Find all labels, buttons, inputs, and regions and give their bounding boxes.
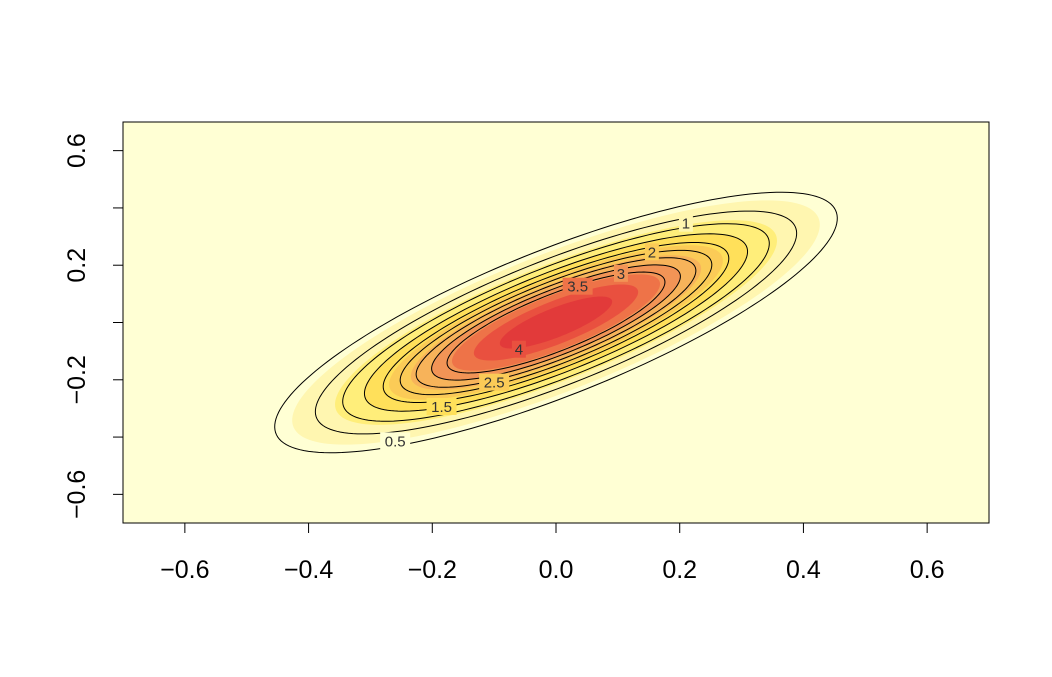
contour-label-bg xyxy=(562,277,593,295)
contour-line-1-5 xyxy=(342,223,770,422)
x-tick-label: −0.2 xyxy=(408,556,457,584)
contour-lines xyxy=(274,191,838,454)
density-fill xyxy=(123,122,989,523)
contour-label-bg xyxy=(678,214,693,232)
x-tick-label: 0.2 xyxy=(662,556,697,584)
contour-label-2-5: 2.5 xyxy=(484,375,505,392)
contour-label-bg xyxy=(426,397,457,415)
y-tick-label: −0.2 xyxy=(63,355,91,404)
contour-labels: 0.5 1 1.5 2 2.5 3 3.5 4 xyxy=(380,214,693,450)
x-tick-label: −0.4 xyxy=(284,556,333,584)
contour-label-0-5: 0.5 xyxy=(385,433,406,450)
y-tick-label: −0.6 xyxy=(63,470,91,519)
y-tick-label: 0.6 xyxy=(63,133,91,168)
y-tick-label: 0.2 xyxy=(63,248,91,283)
x-tick-label: −0.6 xyxy=(160,556,209,584)
contour-line-1 xyxy=(314,210,798,435)
contour-line-2 xyxy=(363,233,749,412)
contour-label-bg xyxy=(613,264,628,282)
contour-label-3: 3 xyxy=(617,266,625,283)
contour-label-bg xyxy=(644,243,659,261)
contour-label-1: 1 xyxy=(682,216,690,233)
contour-label-4: 4 xyxy=(515,342,523,359)
contour-label-bg xyxy=(479,373,510,391)
contour-line-3 xyxy=(399,249,713,396)
x-tick-label: 0.4 xyxy=(786,556,821,584)
y-axis: −0.6 −0.2 0.2 0.6 xyxy=(63,133,123,519)
density-band-9 xyxy=(499,296,613,349)
contour-line-3-5 xyxy=(415,257,697,388)
x-tick-label: 0.6 xyxy=(910,556,945,584)
contour-label-bg xyxy=(511,340,526,358)
contour-label-1-5: 1.5 xyxy=(431,399,452,416)
x-tick-label: 0.0 xyxy=(539,556,574,584)
contour-label-bg xyxy=(380,432,411,450)
x-axis: −0.6 −0.4 −0.2 0.0 0.2 0.4 0.6 xyxy=(160,523,945,584)
contour-line-0-5 xyxy=(274,191,838,454)
contour-label-3-5: 3.5 xyxy=(567,279,588,296)
contour-label-2: 2 xyxy=(648,244,656,261)
contour-line-2-5 xyxy=(382,241,730,404)
